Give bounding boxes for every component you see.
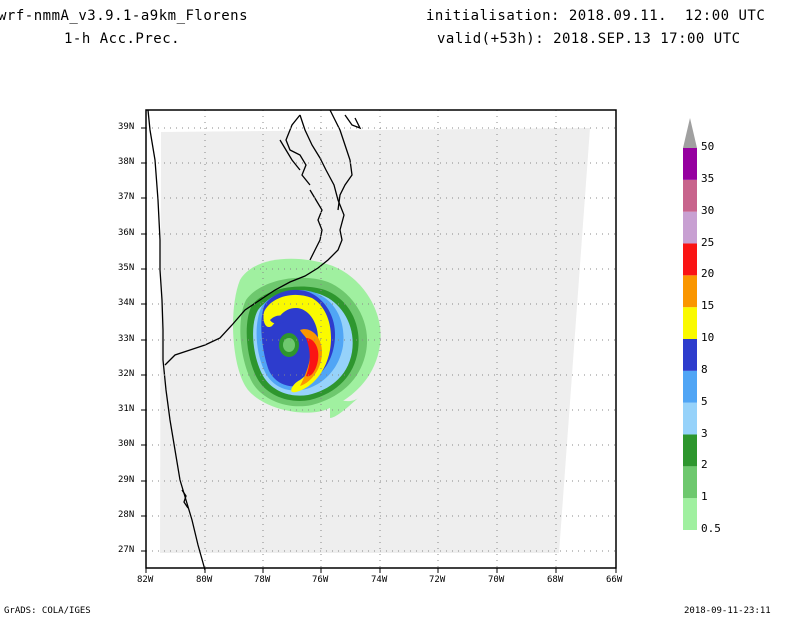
lat-label: 27N <box>118 545 135 555</box>
map-frame <box>145 109 617 569</box>
colorbar-label: 30 <box>701 203 715 217</box>
colorbar-label: 35 <box>701 171 715 185</box>
colorbar-label: 5 <box>701 394 708 408</box>
colorbar-segment <box>683 243 697 276</box>
field-title: 1-h Acc.Prec. <box>64 31 181 47</box>
colorbar-segment <box>683 466 697 499</box>
model-title: wrf-nmmA_v3.9.1-a9km_Florens <box>0 8 249 24</box>
colorbar-label: 50 <box>701 140 715 153</box>
valid-time: valid(+53h): 2018.SEP.13 17:00 UTC <box>437 31 741 47</box>
credit: GrADS: COLA/IGES <box>4 606 91 616</box>
lon-label: 78W <box>254 575 271 585</box>
lon-label: 68W <box>547 575 564 585</box>
lon-label: 70W <box>488 575 505 585</box>
lat-label: 37N <box>118 192 135 202</box>
colorbar-label: 0.5 <box>701 522 721 535</box>
colorbar-label: 25 <box>701 235 715 249</box>
lat-label: 36N <box>118 228 135 238</box>
colorbar-label: 15 <box>701 299 715 313</box>
lon-label: 82W <box>137 575 154 585</box>
colorbar-segment <box>683 498 697 530</box>
lat-label: 35N <box>118 263 135 273</box>
colorbar-label: 10 <box>701 331 715 344</box>
colorbar-label: 2 <box>701 458 708 472</box>
lon-label: 80W <box>196 575 213 585</box>
grid <box>146 110 616 568</box>
colorbar-segment <box>683 275 697 308</box>
lon-label: 72W <box>429 575 446 585</box>
lat-label: 34N <box>118 298 135 308</box>
colorbar-segment <box>683 211 697 244</box>
lat-label: 38N <box>118 157 135 167</box>
lat-label: 33N <box>118 334 135 344</box>
coastline <box>147 109 362 571</box>
colorbar-label: 8 <box>701 362 708 376</box>
lat-label: 39N <box>118 122 135 132</box>
colorbar-segment <box>683 148 697 180</box>
colorbar-top-arrow <box>683 118 697 148</box>
lon-label: 66W <box>606 575 623 585</box>
colorbar <box>682 118 698 556</box>
lon-label: 76W <box>312 575 329 585</box>
colorbar-segment <box>683 402 697 435</box>
colorbar-segment <box>683 434 697 467</box>
timestamp: 2018-09-11-23:11 <box>684 606 771 616</box>
lat-label: 30N <box>118 439 135 449</box>
colorbar-bottom-arrow <box>682 529 698 556</box>
colorbar-label: 3 <box>701 426 708 440</box>
colorbar-segment <box>683 307 697 339</box>
precip-field <box>233 258 381 418</box>
lat-label: 29N <box>118 475 135 485</box>
init-time: initialisation: 2018.09.11. 12:00 UTC <box>426 8 766 24</box>
lat-label: 31N <box>118 404 135 414</box>
lon-label: 74W <box>371 575 388 585</box>
colorbar-segment <box>683 339 697 371</box>
lat-label: 32N <box>118 369 135 379</box>
colorbar-segment <box>683 370 697 403</box>
colorbar-label: 20 <box>701 267 715 281</box>
lat-label: 28N <box>118 510 135 520</box>
colorbar-label: 1 <box>701 490 708 504</box>
colorbar-segment <box>683 179 697 212</box>
